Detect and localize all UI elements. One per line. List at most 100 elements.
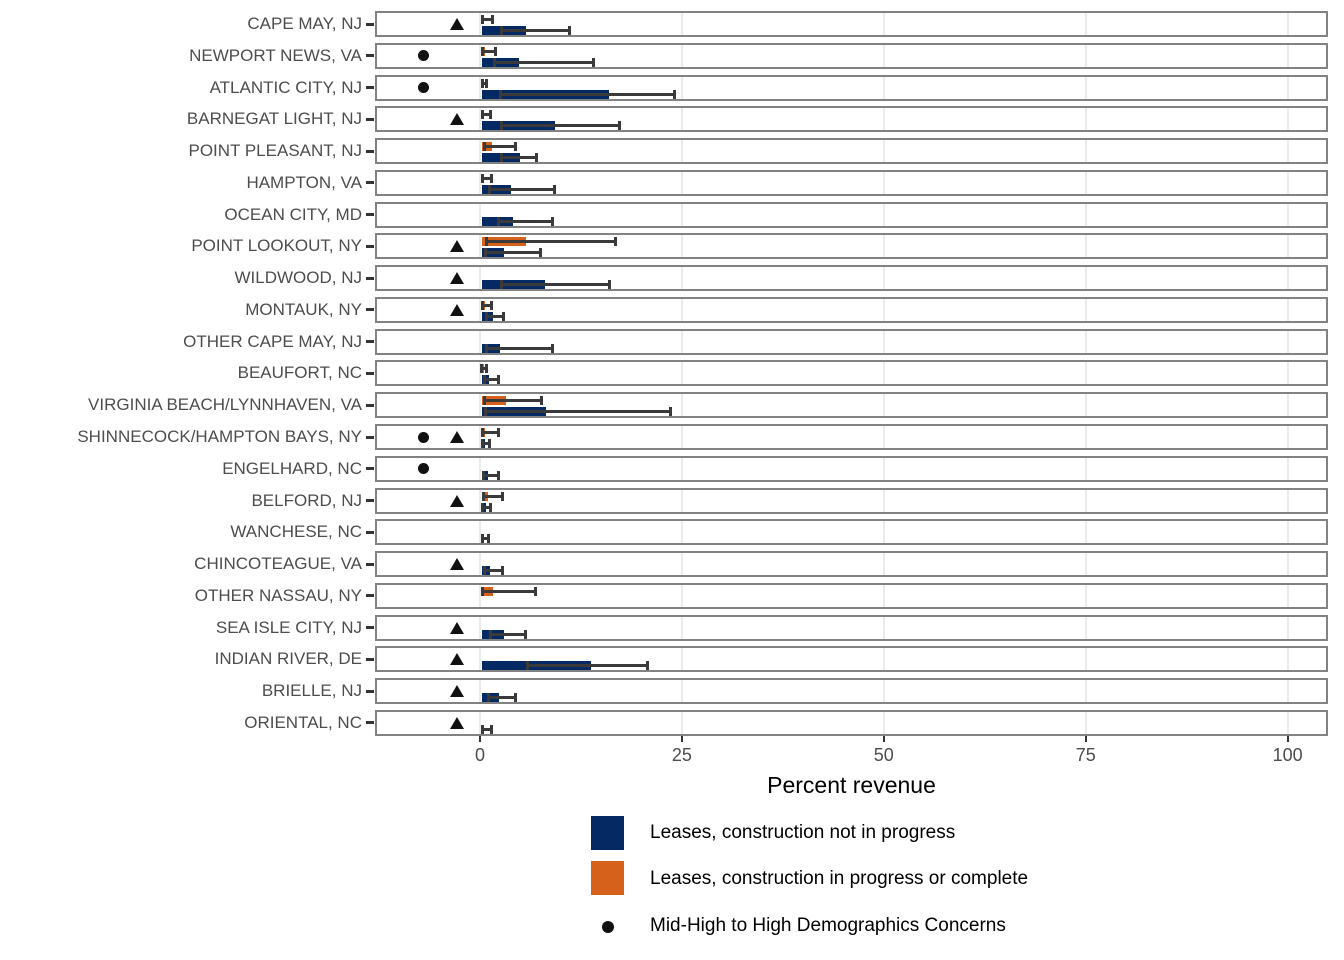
gridline	[1084, 616, 1087, 639]
facet-panel	[375, 709, 1328, 736]
y-axis-tick	[366, 594, 374, 598]
error-bar	[377, 396, 1330, 406]
gridline	[882, 108, 885, 131]
error-bar-line	[482, 49, 496, 53]
gridline	[1286, 362, 1289, 385]
y-axis-tick	[366, 530, 374, 534]
gridline	[1084, 267, 1087, 290]
gridline	[680, 553, 683, 576]
gridline	[882, 426, 885, 448]
error-bar-cap-right	[489, 110, 493, 120]
gridline	[680, 235, 683, 258]
y-axis-tick	[366, 22, 374, 26]
gridline	[1286, 171, 1289, 194]
demographics-circle-marker	[418, 431, 430, 443]
gridline	[680, 76, 683, 99]
gridline	[882, 648, 885, 671]
error-bar	[377, 428, 1330, 437]
gridline	[680, 108, 683, 131]
gridline	[1286, 426, 1289, 448]
gridline	[478, 267, 481, 290]
gridline	[1084, 13, 1087, 35]
error-bar	[377, 15, 1330, 24]
gridline	[680, 362, 683, 385]
facet-panel	[375, 296, 1328, 323]
y-axis-label: POINT PLEASANT, NJ	[188, 141, 362, 161]
gridline	[1084, 457, 1087, 480]
gridline	[680, 394, 683, 417]
gridline	[882, 330, 885, 353]
y-axis-label: CHINCOTEAGUE, VA	[194, 554, 362, 574]
gridline	[1286, 489, 1289, 512]
gridline	[478, 553, 481, 576]
error-bar-line	[485, 410, 671, 414]
error-bar-cap-right	[502, 311, 506, 321]
x-axis-tick-label: 25	[671, 744, 692, 765]
gridline	[680, 44, 683, 67]
y-axis-tick	[366, 371, 374, 375]
facet-panel	[375, 424, 1328, 450]
error-bar-cap-right	[608, 280, 612, 290]
error-bar-cap-left	[488, 629, 492, 639]
facet-panel	[375, 328, 1330, 355]
facet-panel	[375, 455, 1328, 482]
triangle-marker	[449, 431, 464, 443]
triangle-marker	[449, 558, 464, 571]
gridline	[1286, 584, 1289, 607]
gridline	[478, 426, 481, 448]
legend-label-demographics: Mid-High to High Demographics Concerns	[650, 915, 1006, 936]
error-bar-line	[486, 346, 553, 350]
x-axis-tick	[680, 735, 683, 742]
gridline	[680, 457, 683, 480]
gridline	[478, 489, 481, 512]
gridline	[882, 267, 885, 290]
error-bar-cap-left	[499, 153, 503, 163]
error-bar-cap-left	[481, 46, 485, 56]
gridline	[680, 171, 683, 194]
error-bar-line	[501, 124, 620, 128]
y-axis-tick	[366, 181, 374, 185]
gridline	[478, 394, 481, 417]
error-bar	[377, 343, 1330, 353]
gridline	[680, 13, 683, 35]
error-bar-cap-right	[490, 724, 494, 734]
gridline	[680, 330, 683, 353]
error-bar-cap-left	[483, 407, 487, 417]
y-axis-label: BELFORD, NJ	[251, 490, 362, 510]
facet-panel	[375, 487, 1330, 514]
gridline	[478, 584, 481, 607]
error-bar	[377, 57, 1330, 67]
gridline	[882, 171, 885, 194]
gridline	[478, 44, 481, 67]
gridline	[478, 203, 481, 226]
gridline	[1286, 235, 1289, 258]
error-bar	[377, 502, 1330, 512]
error-bar	[377, 142, 1330, 152]
error-bar-cap-left	[482, 491, 486, 501]
error-bar-cap-right	[485, 78, 489, 88]
error-bar	[377, 566, 1330, 576]
error-bar-cap-left	[499, 280, 503, 290]
gridline	[1084, 44, 1087, 67]
gridline	[478, 140, 481, 163]
gridline	[478, 330, 481, 353]
error-bar	[377, 248, 1330, 258]
gridline	[478, 457, 481, 480]
y-axis-label: INDIAN RIVER, DE	[214, 649, 362, 669]
facet-panel	[375, 138, 1330, 165]
gridline	[680, 680, 683, 703]
error-bar-line	[486, 240, 616, 244]
gridline	[882, 616, 885, 639]
gridline	[1286, 108, 1289, 131]
error-bar-line	[501, 156, 537, 160]
gridline	[882, 711, 885, 734]
error-bar-line	[498, 219, 553, 223]
gridline	[1084, 171, 1087, 194]
error-bar-cap-right	[490, 173, 494, 183]
error-bar-cap-left	[483, 248, 487, 258]
demographics-circle-marker	[418, 463, 430, 475]
y-axis-tick	[366, 276, 374, 280]
error-bar-line	[483, 494, 503, 498]
error-bar-cap-left	[499, 121, 503, 131]
y-axis-label: POINT LOOKOUT, NY	[191, 236, 362, 256]
